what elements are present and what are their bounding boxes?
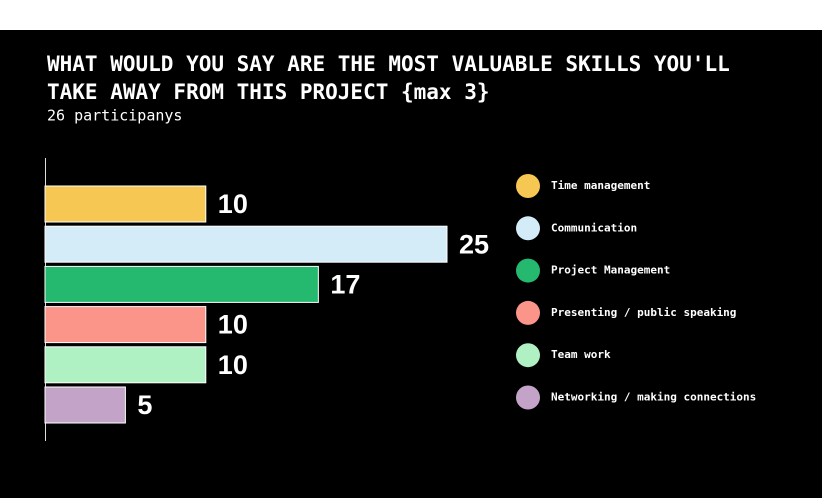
bar	[44, 346, 207, 384]
legend-swatch	[516, 174, 540, 198]
data-label: 5	[137, 390, 152, 420]
data-label: 17	[330, 270, 360, 300]
background	[0, 30, 822, 498]
bar	[44, 265, 319, 303]
data-label: 10	[218, 350, 248, 380]
bar	[44, 386, 126, 424]
legend-swatch	[516, 258, 540, 283]
chart-subtitle: 26 participanys	[47, 107, 182, 125]
legend-label: Communication	[551, 221, 637, 234]
legend-swatch	[516, 216, 540, 241]
legend-swatch	[516, 300, 540, 325]
chart-title: TAKE AWAY FROM THIS PROJECT {max 3}	[47, 80, 490, 104]
legend-swatch	[516, 343, 540, 368]
legend-label: Networking / making connections	[551, 391, 756, 404]
legend-label: Time management	[551, 179, 650, 192]
bar	[44, 306, 207, 344]
data-label: 10	[218, 189, 248, 219]
legend-label: Presenting / public speaking	[551, 306, 736, 319]
legend-label: Team work	[551, 348, 611, 361]
chart-title: WHAT WOULD YOU SAY ARE THE MOST VALUABLE…	[47, 52, 730, 76]
bar	[44, 225, 448, 263]
data-label: 25	[459, 229, 489, 259]
legend-swatch	[516, 385, 540, 410]
legend-label: Project Management	[551, 264, 670, 277]
data-label: 10	[218, 310, 248, 340]
bar	[44, 185, 207, 223]
